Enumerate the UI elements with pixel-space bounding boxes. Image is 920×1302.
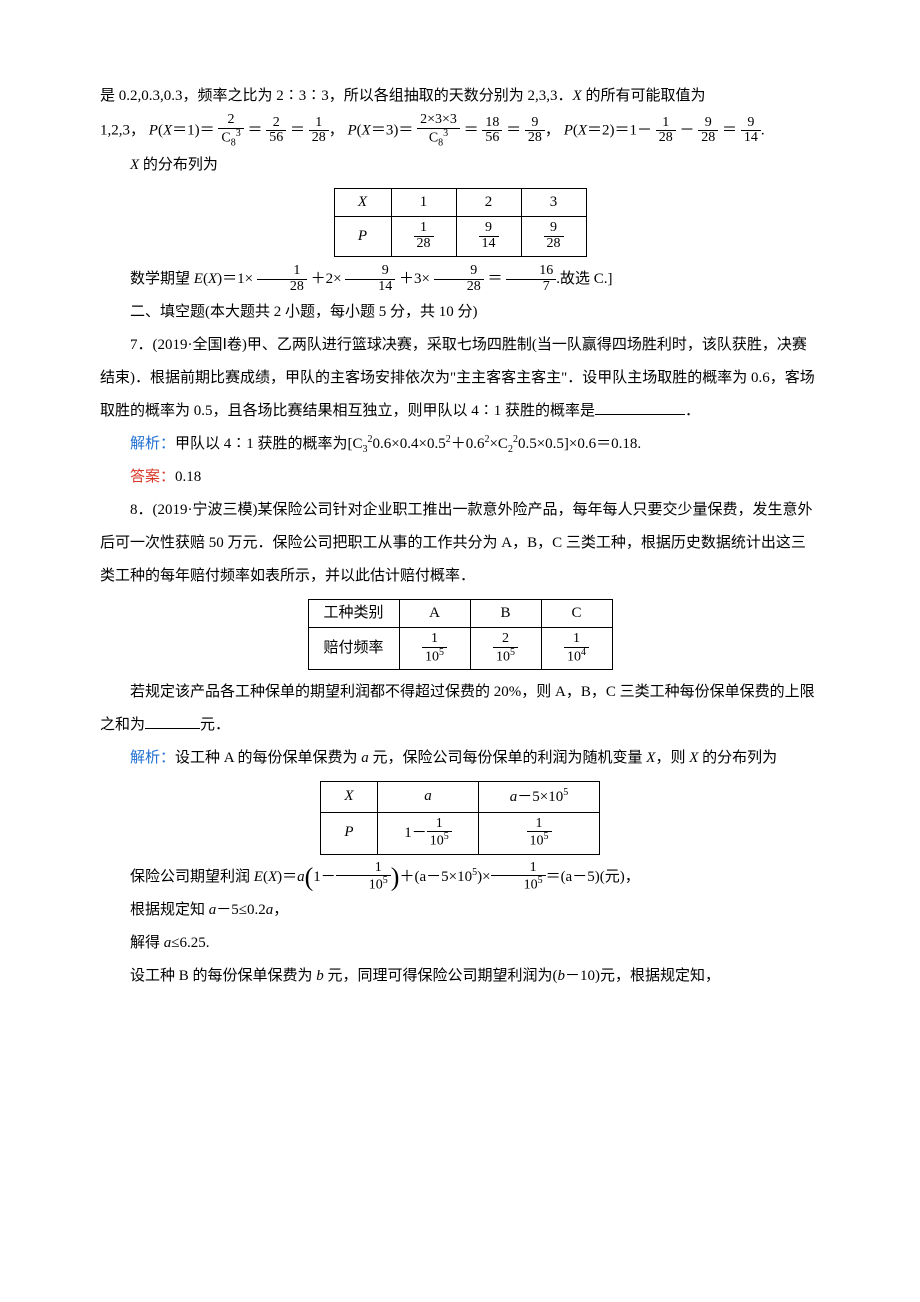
table-row: X 1 2 3 <box>334 188 586 217</box>
q8-body: 8．(2019·宁波三模)某保险公司针对企业职工推出一款意外险产品，每年每人只要… <box>100 494 820 593</box>
q8-dist-table: X a a－5×105 P 1－1105 1105 <box>320 781 600 855</box>
prob-line: 1,2,3， P(X＝1)＝ 2C83 ＝ 256 ＝ 128， P(X＝3)＝… <box>100 113 820 149</box>
answer-value: 0.18 <box>175 469 201 485</box>
q8-solution-1: 解析：设工种 A 的每份保单保费为 a 元，保险公司每份保单的利润为随机变量 X… <box>100 742 820 775</box>
solution-label: 解析： <box>130 750 175 766</box>
distribution-table-1: X 1 2 3 P 128 914 928 <box>334 188 587 257</box>
table-row: P 1－1105 1105 <box>321 812 600 854</box>
solution-label: 解析： <box>130 436 175 452</box>
q8-freq-table: 工种类别 A B C 赔付频率 1105 2105 1104 <box>308 599 613 671</box>
intro-line-1: 是 0.2,0.3,0.3，频率之比为 2∶3∶3，所以各组抽取的天数分别为 2… <box>100 80 820 113</box>
table-row: X a a－5×105 <box>321 782 600 813</box>
q8-body-2: 若规定该产品各工种保单的期望利润都不得超过保费的 20%，则 A，B，C 三类工… <box>100 676 820 742</box>
text: 是 0.2,0.3,0.3，频率之比为 2∶3∶3，所以各组抽取的天数分别为 2… <box>100 88 573 104</box>
q8-solve-line: 解得 a≤6.25. <box>100 927 820 960</box>
answer-label: 答案： <box>130 469 175 485</box>
dist-caption: X 的分布列为 <box>100 149 820 182</box>
blank-field[interactable] <box>595 399 685 415</box>
q7-solution: 解析：甲队以 4∶1 获胜的概率为[C320.6×0.4×0.52＋0.62×C… <box>100 428 820 461</box>
expectation-line: 数学期望 E(X)＝1× 128 ＋2× 914 ＋3× 928 ＝ 167.故… <box>100 263 820 296</box>
q7-answer: 答案：0.18 <box>100 461 820 494</box>
blank-field[interactable] <box>145 713 200 729</box>
table-row: P 128 914 928 <box>334 217 586 256</box>
q8-rule-line: 根据规定知 a－5≤0.2a， <box>100 894 820 927</box>
q7-body: 7．(2019·全国Ⅰ卷)甲、乙两队进行篮球决赛，采取七场四胜制(当一队赢得四场… <box>100 329 820 428</box>
table-row: 工种类别 A B C <box>308 599 612 628</box>
table-row: 赔付频率 1105 2105 1104 <box>308 628 612 670</box>
q8-b-line: 设工种 B 的每份保单保费为 b 元，同理可得保险公司期望利润为(b－10)元，… <box>100 960 820 993</box>
section-2-title: 二、填空题(本大题共 2 小题，每小题 5 分，共 10 分) <box>100 296 820 329</box>
q8-exp-line: 保险公司期望利润 E(X)＝a(1－1105)＋(a－5×105)×1105＝(… <box>100 861 820 894</box>
